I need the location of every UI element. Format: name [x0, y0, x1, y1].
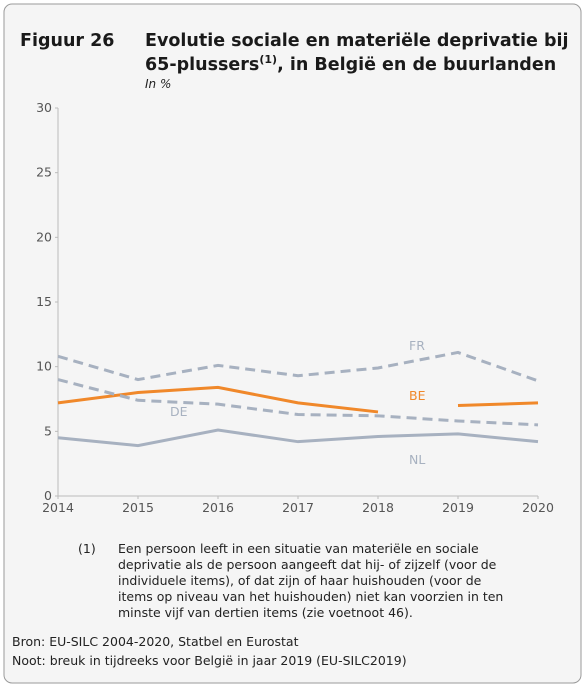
y-tick-label: 15 — [36, 294, 52, 309]
series-label: NL — [409, 452, 425, 467]
x-tick-label: 2017 — [282, 500, 314, 515]
series-label: FR — [409, 338, 425, 353]
x-tick-label: 2019 — [442, 500, 474, 515]
note: Noot: breuk in tijdreeks voor België in … — [12, 653, 407, 668]
x-tick-label: 2015 — [122, 500, 154, 515]
series-line — [57, 378, 539, 427]
series-line — [57, 350, 539, 383]
footnote-line: minste vijf van dertien items (zie voetn… — [118, 605, 413, 620]
footnote-line: items op niveau van het huishouden) niet… — [118, 589, 503, 604]
figure-label: Figuur 26 — [20, 31, 114, 51]
series-line — [57, 385, 379, 414]
chart-title: Evolutie sociale en materiële deprivatie… — [145, 31, 569, 51]
x-tick-label: 2020 — [522, 500, 554, 515]
title-superscript: (1) — [259, 53, 277, 66]
footnote-marker: (1) — [78, 541, 96, 556]
series-line — [457, 401, 539, 407]
series-label: BE — [409, 388, 426, 403]
footnote-line: deprivatie als de persoon aangeeft dat h… — [118, 557, 497, 572]
x-tick-label: 2016 — [202, 500, 234, 515]
series-label: DE — [170, 404, 188, 419]
y-tick-label: 30 — [36, 100, 52, 115]
y-tick-label: 25 — [36, 165, 52, 180]
y-tick-label: 5 — [44, 423, 52, 438]
title-part: , in België en de buurlanden — [277, 55, 556, 75]
x-tick-label: 2018 — [362, 500, 394, 515]
y-tick-label: 10 — [36, 359, 52, 374]
chart-title-line2: 65-plussers(1), in België en de buurland… — [145, 53, 556, 75]
source: Bron: EU-SILC 2004-2020, Statbel en Euro… — [12, 634, 299, 649]
subtitle: In % — [145, 77, 171, 91]
footnote-line: Een persoon leeft in een situatie van ma… — [118, 541, 479, 556]
series-line — [57, 428, 539, 448]
title-part: 65-plussers — [145, 55, 259, 75]
x-tick-label: 2014 — [42, 500, 74, 515]
footnote-line: individuele items), of dat zijn of haar … — [118, 573, 482, 588]
y-tick-label: 20 — [36, 229, 52, 244]
y-tick-label: 0 — [44, 488, 52, 503]
frame — [3, 3, 582, 684]
